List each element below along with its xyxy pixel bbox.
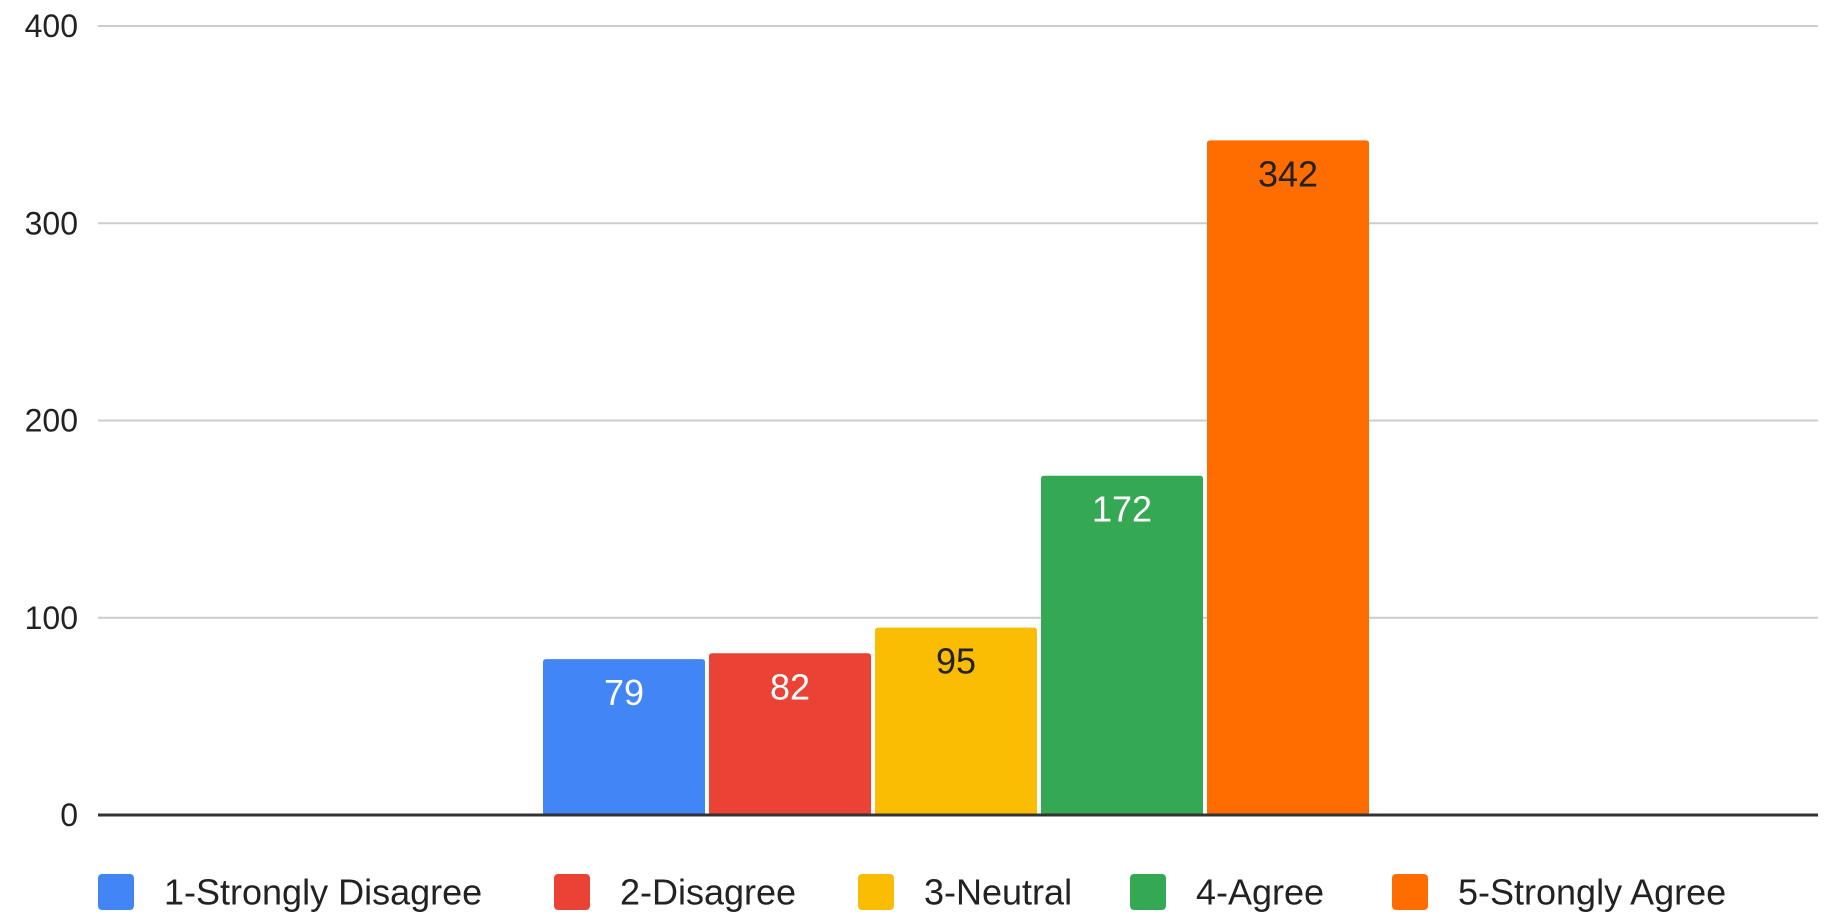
legend-item: 3-Neutral <box>858 872 1072 913</box>
bars <box>543 140 1369 815</box>
gridlines <box>98 25 1818 619</box>
bar-value-label: 79 <box>604 672 644 713</box>
bar-series-3 <box>875 627 1037 815</box>
y-tick-label: 400 <box>25 8 78 44</box>
y-tick-label: 100 <box>25 600 78 636</box>
legend-item: 5-Strongly Agree <box>1392 872 1726 913</box>
legend-label: 1-Strongly Disagree <box>164 872 482 913</box>
legend-item: 4-Agree <box>1130 872 1324 913</box>
legend-swatch <box>1392 874 1428 910</box>
bar-value-label: 95 <box>936 641 976 682</box>
y-tick-label: 300 <box>25 205 78 241</box>
legend-label: 2-Disagree <box>620 872 796 913</box>
legend-label: 4-Agree <box>1196 872 1324 913</box>
data-labels: 79 82 95 172 342 <box>604 153 1318 713</box>
legend-item: 2-Disagree <box>554 872 796 913</box>
legend-swatch <box>1130 874 1166 910</box>
legend-label: 5-Strongly Agree <box>1458 872 1726 913</box>
y-axis: 0 100 200 300 400 <box>25 8 78 833</box>
bar-value-label: 172 <box>1092 489 1152 530</box>
bar-series-5 <box>1207 140 1369 815</box>
bar-series-1 <box>543 659 705 815</box>
bar-value-label: 342 <box>1258 153 1318 194</box>
bar-series-2 <box>709 653 871 815</box>
legend-swatch <box>98 874 134 910</box>
y-tick-label: 200 <box>25 403 78 439</box>
legend-swatch <box>554 874 590 910</box>
y-tick-label: 0 <box>60 797 78 833</box>
bar-series-4 <box>1041 475 1203 815</box>
legend-label: 3-Neutral <box>924 872 1072 913</box>
bar-value-label: 82 <box>770 666 810 707</box>
legend-item: 1-Strongly Disagree <box>98 872 482 913</box>
legend: 1-Strongly Disagree 2-Disagree 3-Neutral 4-… <box>98 872 1726 913</box>
legend-swatch <box>858 874 894 910</box>
